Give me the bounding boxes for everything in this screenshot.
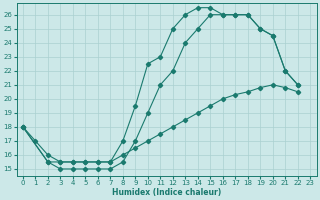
X-axis label: Humidex (Indice chaleur): Humidex (Indice chaleur) <box>112 188 221 197</box>
